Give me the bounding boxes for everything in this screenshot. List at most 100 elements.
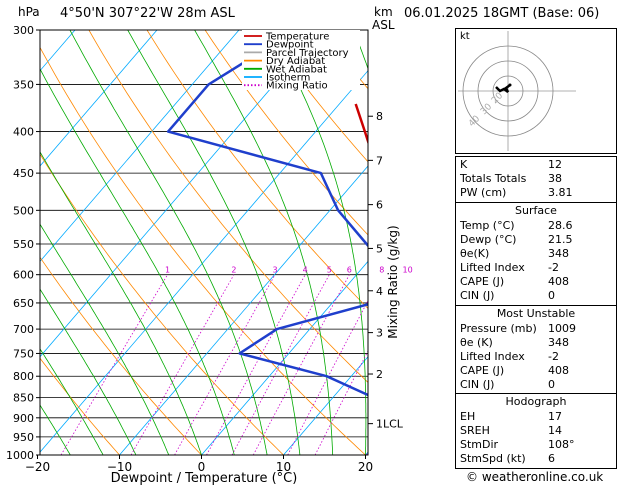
hodograph-ring — [477, 60, 539, 122]
wet-adiabat-line — [40, 348, 104, 455]
altitude-tick-label: 1LCL — [376, 418, 404, 431]
pressure-tick-label: 750 — [13, 347, 34, 360]
pressure-tick-label: 950 — [13, 431, 34, 444]
legend-entry: Temperature — [265, 32, 329, 43]
pressure-tick-label: 550 — [13, 238, 34, 251]
temperature-tick-label: 20 — [358, 460, 373, 474]
isotherm-line — [40, 30, 76, 72]
hodograph-row: SREH 14 — [460, 424, 562, 437]
altitude-tick-label: 8 — [376, 110, 383, 123]
mixing-ratio-tick-label: 8 — [379, 266, 384, 275]
wet-adiabat-line — [194, 30, 334, 455]
mixing-ratio-tick-label: 2 — [231, 266, 236, 275]
isotherm-line — [40, 30, 322, 358]
altitude-tick-label: 2 — [376, 368, 383, 381]
hodograph-row: EH 17 — [460, 410, 562, 423]
isotherm-line — [201, 260, 368, 455]
surface-row: Lifted Index -2 — [460, 261, 559, 274]
mixing-ratio-tick-label: 10 — [403, 266, 413, 275]
dry-adiabat-line — [40, 357, 120, 455]
isotherm-line — [40, 30, 158, 167]
pressure-tick-label: 850 — [13, 392, 34, 405]
pressure-tick-label: 800 — [13, 370, 34, 383]
hodograph-trace — [495, 84, 511, 93]
pressure-tick-label: 400 — [13, 126, 34, 139]
asl-label: ASL — [372, 18, 395, 32]
isotherm-line — [40, 70, 368, 453]
temperature-axis: −30−20−10010203040 — [25, 455, 373, 474]
hodograph-row: StmSpd (kt) 6 — [460, 452, 555, 465]
wet-adiabat-line — [127, 30, 301, 455]
altitude-tick-label: 3 — [376, 327, 383, 340]
mixing-ratio-tick-label: 6 — [347, 266, 352, 275]
altitude-tick-label: 5 — [376, 242, 383, 255]
hodograph-table-title: Hodograph — [505, 395, 567, 408]
index-row: K 12 — [460, 158, 562, 171]
most-unstable-row: CAPE (J) 408 — [460, 364, 569, 377]
most-unstable-title: Most Unstable — [496, 307, 576, 320]
altitude-axis: 1LCL 2 3 4 5 6 7 8 — [368, 110, 404, 431]
hodograph-ring — [462, 45, 554, 137]
wet-adiabat-line — [40, 151, 202, 455]
mixing-ratio-tick-label: 5 — [327, 266, 332, 275]
most-unstable-row: Pressure (mb) 1009 — [460, 322, 576, 335]
legend-entry: Parcel Trajectory — [266, 48, 349, 59]
footer-credit[interactable]: © weatheronline.co.uk — [466, 470, 604, 484]
dry-adiabat-line — [320, 30, 368, 90]
most-unstable-row: CIN (J) 0 — [460, 378, 555, 391]
wet-adiabat-line — [40, 223, 170, 455]
hodograph-ring — [492, 75, 524, 107]
altitude-tick-label: 4 — [376, 285, 383, 298]
legend-entry: Dry Adiabat — [266, 56, 325, 67]
surface-row: Dewp (°C) 21.5 — [460, 233, 573, 246]
legend-entry: Dewpoint — [266, 40, 314, 51]
legend-entry: Isotherm — [266, 73, 310, 84]
pressure-tick-label: 450 — [13, 167, 34, 180]
wet-adiabat-line — [40, 288, 137, 455]
wet-adiabat-line — [69, 30, 268, 455]
skewt-chart: 123456810152025 300350400450500550600650… — [6, 24, 413, 486]
hodograph-unit: kt — [460, 31, 470, 42]
x-axis-label: Dewpoint / Temperature (°C) — [111, 471, 298, 486]
index-row: Totals Totals 38 — [460, 172, 562, 185]
dry-adiabat-line — [88, 30, 368, 383]
mixing-ratio-labels: 123456810152025 — [165, 266, 413, 275]
dry-adiabat-line — [40, 46, 366, 455]
dry-adiabat-line — [204, 30, 368, 236]
pressure-tick-label: 500 — [13, 204, 34, 217]
legend-entry: Mixing Ratio — [266, 81, 328, 92]
location-title: 4°50'N 307°22'W 28m ASL — [60, 6, 235, 21]
index-row: PW (cm) 3.81 — [460, 186, 573, 199]
mixing-ratio-line — [314, 350, 368, 455]
pressure-tick-label: 1000 — [6, 449, 34, 462]
hodograph-panel: kt 40 30 20 — [455, 28, 617, 154]
pressure-tick-label: 300 — [13, 24, 34, 37]
wet-adiabat-line — [270, 30, 367, 455]
indices-panel: K 12 Totals Totals 38 PW (cm) 3.81 — [455, 156, 617, 204]
mixing-ratio-line — [252, 274, 350, 455]
temperature-tick-label: −10 — [107, 460, 132, 474]
isotherm-line — [40, 30, 240, 263]
dry-adiabat-line — [262, 30, 368, 163]
mixing-ratio-tick-label: 4 — [303, 266, 308, 275]
hpa-unit-label: hPa — [18, 5, 40, 19]
altitude-tick-label: 7 — [376, 154, 383, 167]
pressure-tick-label: 350 — [13, 78, 34, 91]
temperature-tick-label: 10 — [276, 460, 291, 474]
surface-title: Surface — [515, 204, 557, 217]
dry-adiabat-line — [40, 256, 202, 455]
temperature-tick-label: 0 — [198, 460, 206, 474]
mixing-ratio-line — [130, 274, 235, 455]
altitude-tick-label: 6 — [376, 199, 383, 212]
temperature-tick-label: −20 — [25, 460, 50, 474]
surface-row: CIN (J) 0 — [460, 289, 555, 302]
pressure-tick-label: 700 — [13, 323, 34, 336]
hodograph-end — [508, 83, 512, 87]
isotherm-line — [119, 165, 368, 455]
surface-row: CAPE (J) 408 — [460, 275, 569, 288]
mixing-ratio-axis-label: Mixing Ratio (g/kg) — [386, 225, 400, 338]
dewpoint-line — [166, 30, 368, 397]
surface-panel: Surface Temp (°C) 28.6 Dewp (°C) 21.5 θe(K… — [455, 202, 617, 307]
plot-frame — [39, 29, 369, 456]
